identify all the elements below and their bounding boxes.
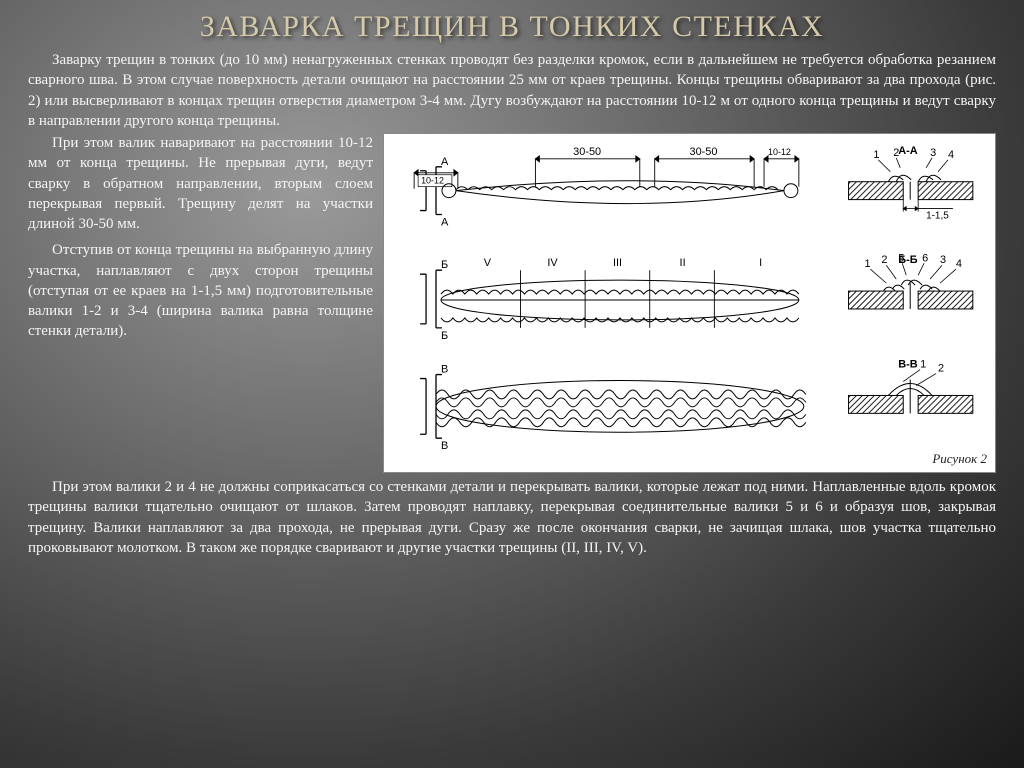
svg-text:6: 6 — [922, 252, 928, 264]
svg-text:V: V — [484, 257, 492, 269]
svg-text:2: 2 — [881, 254, 887, 266]
svg-text:4: 4 — [956, 258, 962, 270]
svg-text:III: III — [613, 257, 622, 269]
svg-text:30-50: 30-50 — [573, 146, 601, 158]
svg-text:2: 2 — [893, 147, 899, 159]
svg-text:I: I — [759, 257, 762, 269]
svg-text:IV: IV — [547, 257, 558, 269]
figure-2: А А 10-12 — [383, 133, 996, 473]
left-column: При этом валик наваривают на расстоянии … — [28, 133, 373, 473]
paragraph-4: При этом валики 2 и 4 не должны соприкас… — [28, 477, 996, 558]
paragraph-3: Отступив от конца трещины на выбранную д… — [28, 240, 373, 341]
paragraph-1: Заварку трещин в тонких (до 10 мм) ненаг… — [28, 50, 996, 131]
figure-caption: Рисунок 2 — [932, 450, 987, 468]
svg-text:В-В: В-В — [898, 359, 918, 371]
svg-text:1: 1 — [864, 258, 870, 270]
row-text-figure: При этом валик наваривают на расстоянии … — [28, 133, 996, 473]
svg-text:1: 1 — [873, 149, 879, 161]
svg-text:4: 4 — [948, 149, 954, 161]
svg-text:30-50: 30-50 — [690, 146, 718, 158]
svg-text:II: II — [680, 257, 686, 269]
svg-text:А: А — [441, 156, 449, 168]
svg-text:3: 3 — [930, 147, 936, 159]
svg-text:2: 2 — [938, 363, 944, 375]
figure-svg: А А 10-12 — [384, 134, 995, 472]
page-title: ЗАВАРКА ТРЕЩИН В ТОНКИХ СТЕНКАХ — [0, 0, 1024, 50]
svg-text:5: 5 — [898, 252, 904, 264]
svg-text:10-12: 10-12 — [421, 176, 444, 186]
svg-text:Б: Б — [441, 259, 448, 271]
svg-text:1-1,5: 1-1,5 — [926, 211, 949, 222]
svg-text:В: В — [441, 364, 448, 376]
content-area: Заварку трещин в тонких (до 10 мм) ненаг… — [0, 50, 1024, 558]
svg-text:А-А: А-А — [898, 145, 918, 157]
svg-text:В: В — [441, 440, 448, 452]
paragraph-2: При этом валик наваривают на расстоянии … — [28, 133, 373, 234]
svg-text:А: А — [441, 216, 449, 228]
svg-text:3: 3 — [940, 254, 946, 266]
svg-text:Б: Б — [441, 330, 448, 342]
svg-text:10-12: 10-12 — [768, 147, 791, 157]
svg-text:1: 1 — [920, 359, 926, 371]
